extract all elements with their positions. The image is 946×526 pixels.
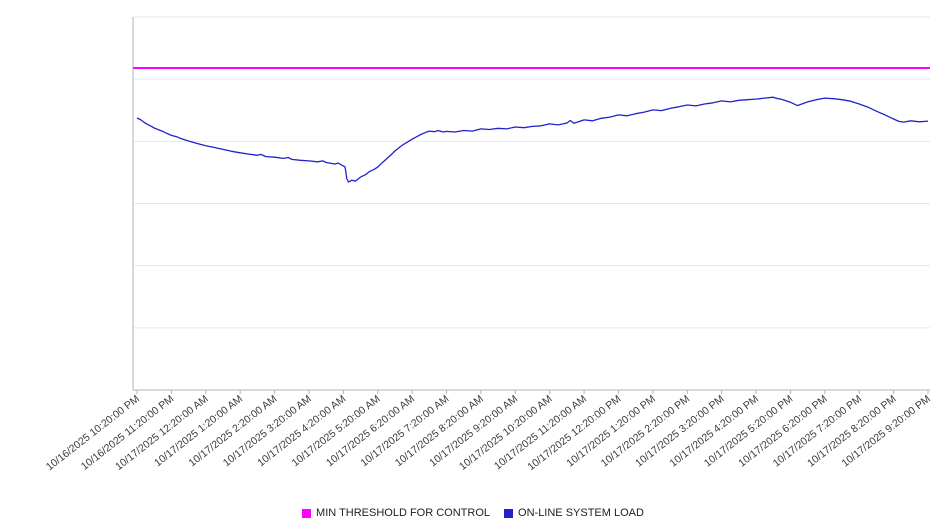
x-axis-ticks [136, 390, 929, 394]
legend: MIN THRESHOLD FOR CONTROL ON-LINE SYSTEM… [0, 507, 946, 519]
legend-item-system-load: ON-LINE SYSTEM LOAD [504, 507, 644, 519]
legend-item-min-threshold: MIN THRESHOLD FOR CONTROL [302, 507, 490, 519]
gridlines [133, 16, 930, 391]
legend-swatch-icon [504, 508, 514, 518]
legend-label: ON-LINE SYSTEM LOAD [518, 507, 644, 519]
legend-label: MIN THRESHOLD FOR CONTROL [316, 507, 491, 519]
series-line [136, 96, 929, 183]
legend-swatch-icon [302, 508, 312, 518]
